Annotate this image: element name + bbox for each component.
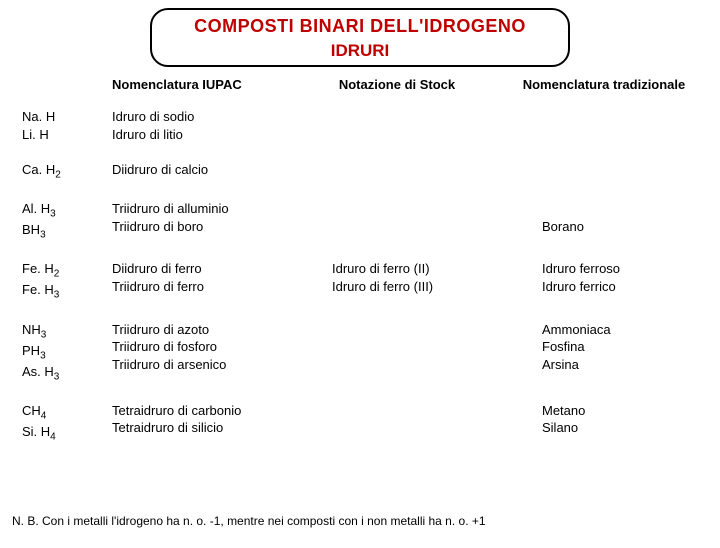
table-row: Na. HLi. HIdruro di sodioIdruro di litio [22,108,716,143]
header-iupac: Nomenclatura IUPAC [112,77,302,92]
stock-cell: Idruro di ferro (II)Idruro di ferro (III… [302,260,492,295]
title-box: COMPOSTI BINARI DELL'IDROGENO IDRURI [150,8,570,67]
table-row: Al. H3BH3Triidruro di alluminioTriidruro… [22,200,716,242]
table-row: Ca. H2Diidruro di calcio [22,161,716,182]
iupac-cell: Idruro di sodioIdruro di litio [112,108,302,143]
header-row: Nomenclatura IUPAC Notazione di Stock No… [22,77,716,92]
trad-cell: AmmoniacaFosfinaArsina [492,321,716,374]
footnote: N. B. Con i metalli l'idrogeno ha n. o. … [12,514,486,528]
content-table: Nomenclatura IUPAC Notazione di Stock No… [0,77,720,444]
trad-cell: Borano [492,200,716,235]
formula-cell: Na. HLi. H [22,108,112,143]
iupac-cell: Triidruro di azotoTriidruro di fosforoTr… [112,321,302,374]
iupac-cell: Tetraidruro di carbonioTetraidruro di si… [112,402,302,437]
header-stock: Notazione di Stock [302,77,492,92]
table-row: NH3PH3As. H3Triidruro di azotoTriidruro … [22,321,716,384]
formula-cell: NH3PH3As. H3 [22,321,112,384]
iupac-cell: Diidruro di ferroTriidruro di ferro [112,260,302,295]
formula-cell: Ca. H2 [22,161,112,182]
title-main: COMPOSTI BINARI DELL'IDROGENO [156,16,564,37]
iupac-cell: Diidruro di calcio [112,161,302,179]
title-sub: IDRURI [156,41,564,61]
trad-cell: Idruro ferrosoIdruro ferrico [492,260,716,295]
header-trad: Nomenclatura tradizionale [492,77,716,92]
formula-cell: Fe. H2Fe. H3 [22,260,112,302]
table-row: Fe. H2Fe. H3Diidruro di ferroTriidruro d… [22,260,716,302]
formula-cell: CH4Si. H4 [22,402,112,444]
table-row: CH4Si. H4Tetraidruro di carbonioTetraidr… [22,402,716,444]
formula-cell: Al. H3BH3 [22,200,112,242]
trad-cell: MetanoSilano [492,402,716,437]
iupac-cell: Triidruro di alluminioTriidruro di boro [112,200,302,235]
